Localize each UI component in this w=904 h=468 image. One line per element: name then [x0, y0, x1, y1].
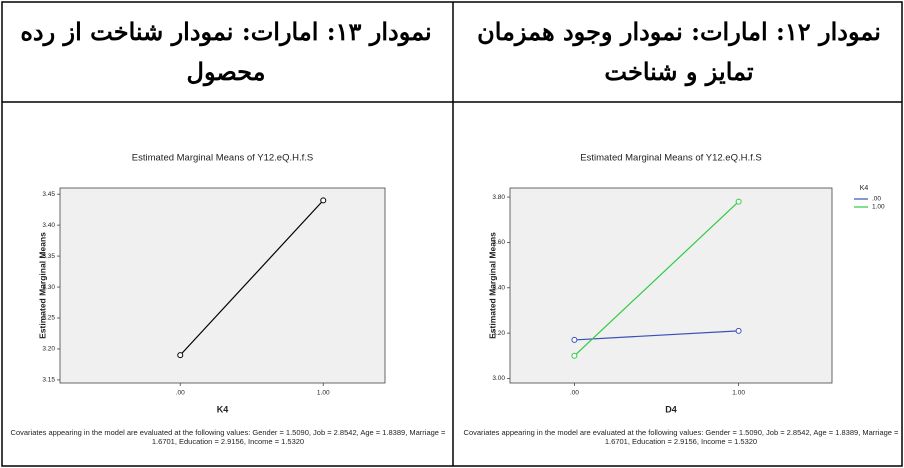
chart-title: Estimated Marginal Means of Y12.eQ.H.f.S: [132, 153, 313, 164]
x-tick-label: 1.00: [732, 390, 745, 397]
y-tick-label: 3.80: [492, 194, 505, 201]
data-point: [571, 352, 578, 359]
y-axis-label: Estimated Marginal Means: [37, 232, 47, 339]
y-tick-label: 3.00: [492, 375, 505, 382]
y-tick-label: 3.30: [42, 284, 55, 291]
table-header: نمودار ۱۲: امارات: نمودار وجود همزمان تم…: [477, 17, 881, 86]
data-point: [735, 198, 742, 205]
y-tick-label: 3.20: [492, 330, 505, 337]
chart-note: Covariates appearing in the model are ev…: [463, 428, 899, 446]
data-point: [735, 327, 742, 334]
y-axis-label: Estimated Marginal Means: [487, 232, 497, 339]
x-tick-label: .00: [176, 390, 185, 397]
chart-title: Estimated Marginal Means of Y12.eQ.H.f.S: [580, 153, 761, 164]
chart-note: Covariates appearing in the model are ev…: [10, 428, 446, 446]
y-tick-label: 3.20: [42, 346, 55, 353]
plot-area: [59, 187, 386, 384]
legend-title: K4: [860, 185, 869, 192]
y-tick-label: 3.40: [492, 284, 505, 291]
y-tick-label: 3.25: [42, 315, 55, 322]
data-point: [177, 352, 184, 359]
x-tick-label: 1.00: [317, 390, 330, 397]
y-tick-label: 3.45: [42, 191, 55, 198]
data-line: [573, 201, 740, 357]
data-point: [320, 197, 327, 204]
table-header: نمودار ۱۳: امارات: نمودار شناخت از رده م…: [20, 17, 432, 86]
x-tick-label: .00: [570, 390, 579, 397]
y-tick-label: 3.15: [42, 377, 55, 384]
x-axis-label: K4: [217, 404, 229, 414]
legend-label: 1.00: [872, 204, 885, 211]
y-tick-label: 3.60: [492, 239, 505, 246]
plot-area: [509, 187, 833, 384]
y-tick-label: 3.40: [42, 222, 55, 229]
data-point: [571, 336, 578, 343]
data-line: [574, 330, 739, 341]
y-tick-label: 3.35: [42, 253, 55, 260]
x-axis-label: D4: [665, 404, 677, 414]
legend-label: .00: [872, 196, 881, 203]
data-line: [179, 199, 324, 356]
